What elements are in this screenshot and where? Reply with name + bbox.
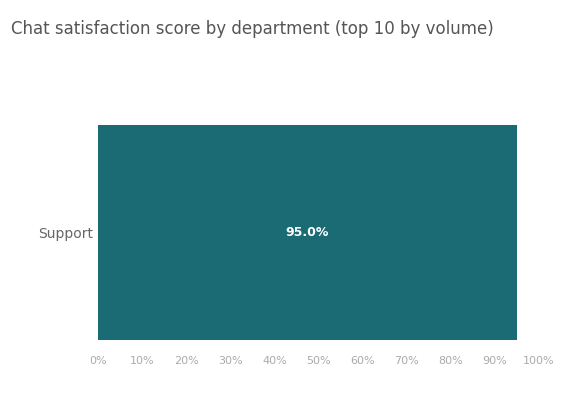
Text: 95.0%: 95.0%: [286, 226, 329, 239]
Text: Chat satisfaction score by department (top 10 by volume): Chat satisfaction score by department (t…: [11, 20, 494, 38]
